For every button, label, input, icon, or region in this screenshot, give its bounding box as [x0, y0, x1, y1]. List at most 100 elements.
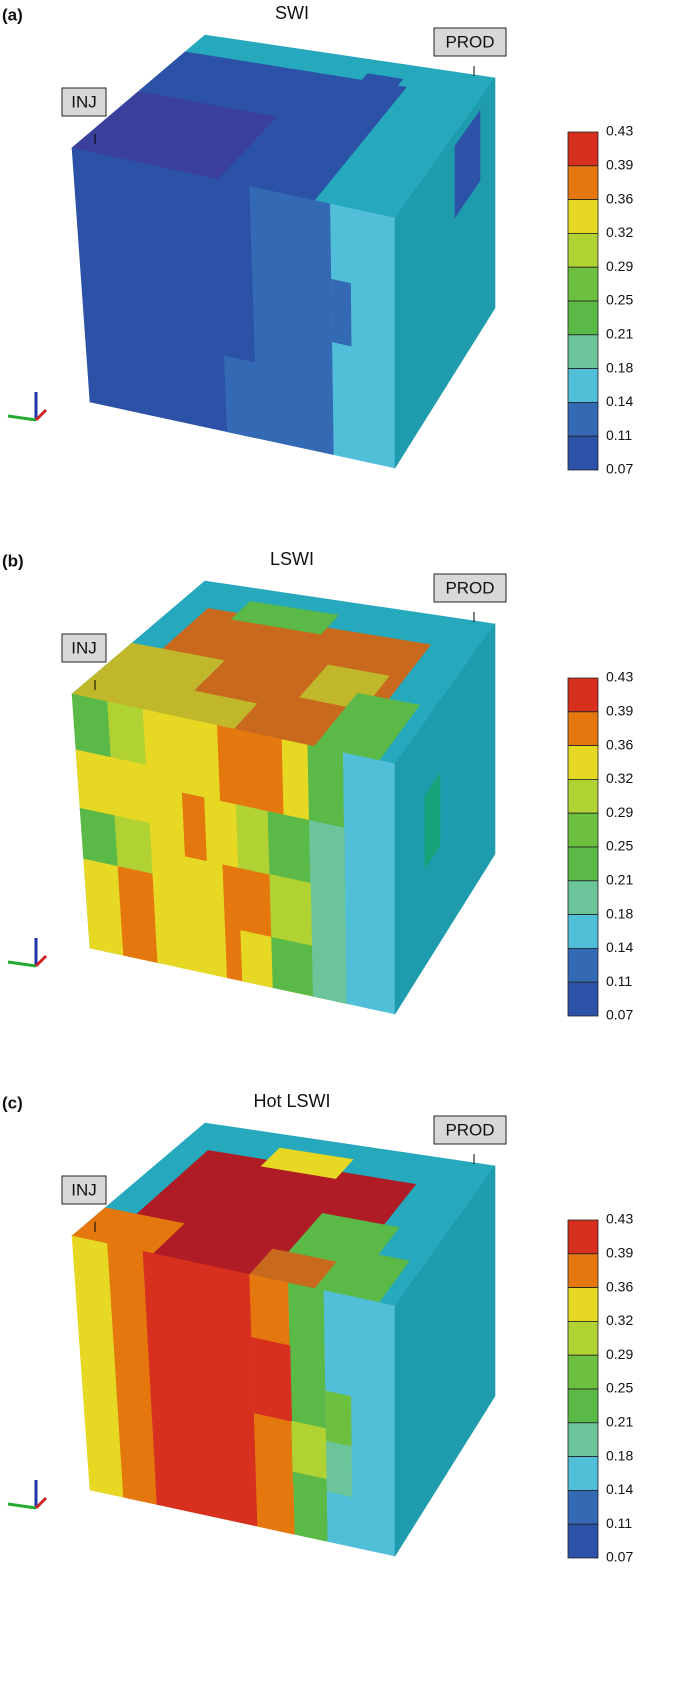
- cell: [424, 772, 441, 870]
- producer-label: PROD: [445, 1120, 494, 1139]
- colorbar-tick-label: 0.18: [606, 359, 633, 375]
- colorbar-tick-label: 0.29: [606, 1346, 633, 1362]
- cell: [394, 623, 496, 1016]
- colorbar-tick-label: 0.36: [606, 1278, 633, 1294]
- colorbar-segment: [567, 1287, 599, 1322]
- cell: [181, 792, 208, 862]
- colorbar-segment: [567, 368, 599, 403]
- colorbar-tick-label: 0.21: [606, 326, 633, 342]
- panel-label: (c): [2, 1093, 23, 1112]
- colorbar-tick-label: 0.29: [606, 258, 633, 274]
- cell: [142, 1251, 259, 1527]
- colorbar-tick-label: 0.07: [606, 461, 633, 477]
- well-box: [61, 87, 107, 117]
- injector-label: INJ: [71, 1180, 97, 1199]
- colorbar-segment: [567, 165, 599, 201]
- colorbar-tick-label: 0.07: [606, 1007, 633, 1023]
- colorbar-tick-label: 0.25: [606, 292, 633, 308]
- cell: [235, 804, 271, 875]
- colorbar-segment: [567, 1320, 599, 1356]
- cell: [114, 815, 153, 875]
- colorbar-tick-label: 0.43: [606, 669, 633, 685]
- cell: [83, 858, 124, 956]
- colorbar-segment: [567, 1388, 599, 1424]
- axis-x: [34, 408, 48, 422]
- colorbar-segment: [567, 1489, 599, 1525]
- cell: [79, 807, 119, 867]
- cell: [260, 1147, 354, 1179]
- cell: [230, 601, 339, 635]
- colorbar-segment: [567, 711, 599, 747]
- colorbar-segment: [567, 846, 599, 882]
- cell: [325, 1390, 352, 1447]
- panel-title: LSWI: [270, 549, 314, 569]
- cell: [350, 73, 404, 100]
- colorbar-segment: [567, 812, 599, 848]
- colorbar-tick-label: 0.18: [606, 905, 633, 921]
- axis-x: [34, 954, 48, 968]
- well-box: [61, 633, 107, 663]
- cell: [269, 874, 312, 947]
- cell: [240, 930, 274, 988]
- axis-x: [34, 1496, 48, 1510]
- colorbar-tick-label: 0.43: [606, 1211, 633, 1227]
- colorbar-segment: [567, 947, 599, 983]
- panel-title: Hot LSWI: [253, 1091, 330, 1111]
- colorbar-segment: [567, 745, 599, 780]
- colorbar-tick-label: 0.07: [606, 1549, 633, 1565]
- cell: [326, 1440, 353, 1498]
- colorbar-tick-label: 0.21: [606, 1414, 633, 1430]
- panel-title: SWI: [275, 3, 309, 23]
- colorbar-tick-label: 0.25: [606, 838, 633, 854]
- cell: [117, 866, 158, 963]
- panel: (b) LSWI INJ PROD 0.43 0.39 0.36 0.32 0.29 0.25 0.…: [2, 549, 633, 1023]
- panel-label: (a): [2, 5, 23, 24]
- colorbar-segment: [567, 199, 599, 234]
- colorbar-segment: [567, 981, 599, 1017]
- colorbar-segment: [567, 334, 599, 369]
- producer-label: PROD: [445, 32, 494, 51]
- colorbar-tick-label: 0.39: [606, 157, 633, 173]
- colorbar-tick-label: 0.32: [606, 224, 633, 240]
- colorbar-segment: [567, 1422, 599, 1457]
- axis-y: [7, 414, 37, 422]
- cell: [343, 752, 396, 1015]
- cell: [288, 1282, 329, 1542]
- producer-label: PROD: [445, 578, 494, 597]
- panel-label: (b): [2, 551, 24, 570]
- cell: [394, 1165, 496, 1558]
- well-box: [433, 1115, 507, 1145]
- cell: [249, 186, 335, 456]
- axis-y: [7, 960, 37, 968]
- cell: [223, 355, 259, 439]
- well-box: [433, 27, 507, 57]
- colorbar-segment: [567, 677, 599, 713]
- colorbar-tick-label: 0.11: [606, 1515, 632, 1531]
- colorbar-segment: [567, 1219, 599, 1255]
- colorbar-segment: [567, 232, 599, 268]
- colorbar-tick-label: 0.36: [606, 736, 633, 752]
- cell: [331, 278, 352, 347]
- colorbar-segment: [567, 131, 599, 167]
- well-box: [61, 1175, 107, 1205]
- colorbar-tick-label: 0.14: [606, 939, 633, 955]
- cell: [267, 811, 311, 884]
- colorbar-segment: [567, 1456, 599, 1491]
- cell: [291, 1420, 328, 1480]
- colorbar-segment: [567, 1354, 599, 1390]
- colorbar-segment: [567, 914, 599, 949]
- well-box: [433, 573, 507, 603]
- colorbar-segment: [567, 266, 599, 302]
- panel: (c) Hot LSWI INJ PROD 0.43 0.39 0.36 0.32 0.29 0.…: [2, 1091, 633, 1565]
- axis-y: [7, 1502, 37, 1510]
- colorbar-tick-label: 0.14: [606, 393, 633, 409]
- colorbar-segment: [567, 1253, 599, 1289]
- colorbar-tick-label: 0.21: [606, 872, 633, 888]
- colorbar-tick-label: 0.25: [606, 1380, 633, 1396]
- colorbar-tick-label: 0.43: [606, 123, 633, 139]
- cell: [204, 797, 239, 868]
- colorbar-tick-label: 0.18: [606, 1447, 633, 1463]
- colorbar-segment: [567, 300, 599, 336]
- cell: [308, 820, 347, 1004]
